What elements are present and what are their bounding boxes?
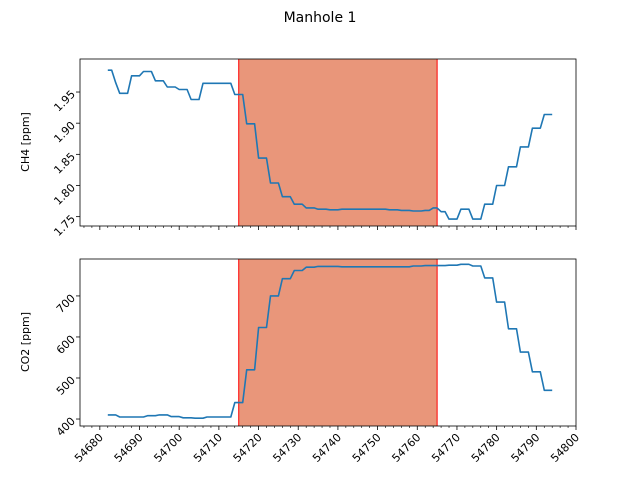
chart-title: Manhole 1 [284,10,357,26]
panel-2-x-tick-label: 54770 [429,431,463,465]
panel-2-span [238,259,438,426]
panel-2-ylabel: CO2 [ppm] [19,312,32,372]
panel-2-x-tick-label: 54780 [469,431,503,465]
panel-2-y-tick-label: 400 [54,415,78,439]
panel-2-x-tick-label: 54800 [548,431,582,465]
panel-2-x-tick-label: 54740 [310,431,344,465]
panel-2-x-tick-label: 54730 [270,431,304,465]
panel-2-x-tick-label: 54790 [509,431,543,465]
panel-2-y-tick-label: 700 [54,292,78,316]
panel-2-x-tick-label: 54760 [389,431,423,465]
panel-1-y-tick-label: 1.90 [51,119,78,146]
panel-1-frame [79,58,577,227]
panel-2-y-tick-label: 600 [54,333,78,357]
panel-1-series-line [107,69,553,220]
panel-1-y-tick-label: 1.80 [51,181,78,208]
panel-2-y-tick-label: 500 [54,374,78,398]
panel-2-frame [79,258,577,427]
panel-1-ylabel: CH4 [ppm] [19,112,32,172]
chart-panels: 1.75 1.80 1.85 1.90 1.95 400 500 600 700 54680 546… [51,58,582,465]
panel-1-y-tick-label: 1.85 [51,150,78,177]
panel-2-series-line [107,263,553,420]
panel-1-y-tick-label: 1.95 [51,88,78,115]
panel-1: 1.75 1.80 1.85 1.90 1.95 [51,58,577,239]
panel-2-x-tick-label: 54700 [151,431,185,465]
panel-2-x-tick-label: 54690 [112,431,146,465]
panel-1-y-tick-label: 1.75 [51,212,78,239]
panel-2-x-tick-label: 54680 [72,431,106,465]
panel-2-x-tick-label: 54750 [350,431,384,465]
panel-2-x-tick-label: 54710 [191,431,225,465]
panel-2-x-tick-label: 54720 [231,431,265,465]
panel-1-span [238,59,438,226]
